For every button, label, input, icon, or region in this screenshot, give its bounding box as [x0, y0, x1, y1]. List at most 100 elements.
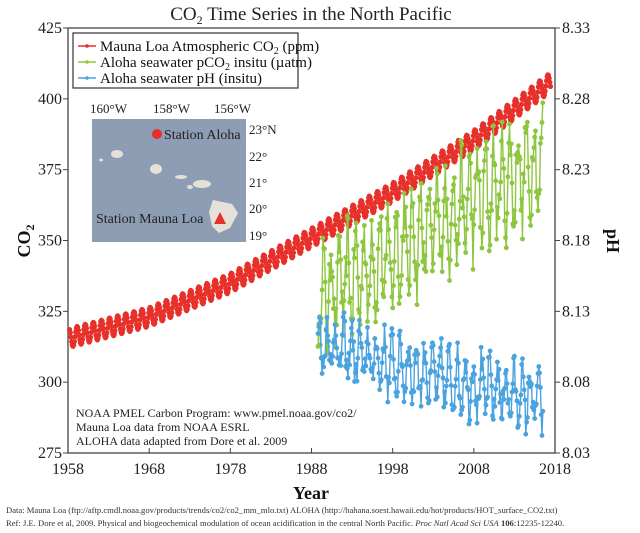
data-point [116, 317, 122, 323]
data-point [472, 207, 477, 213]
data-point [274, 259, 280, 265]
map-lat-label: 23°N [249, 122, 277, 137]
data-point [336, 219, 342, 225]
data-point [428, 169, 435, 175]
chart-title: CO2 Time Series in the North Pacific [170, 4, 452, 27]
data-point [495, 215, 501, 221]
footer-reference: Ref: J.E. Dore et al, 2009. Physical and… [6, 518, 565, 528]
data-point [250, 272, 256, 278]
legend-box [72, 32, 299, 89]
data-point [447, 364, 453, 370]
data-point [535, 208, 541, 214]
data-point [385, 201, 391, 207]
data-point [519, 196, 525, 202]
data-point [342, 318, 348, 324]
data-point [369, 369, 374, 374]
data-point [493, 178, 499, 184]
data-point [209, 292, 215, 299]
data-point [492, 404, 498, 409]
data-point [389, 326, 395, 331]
data-point [408, 186, 414, 192]
data-layer [67, 72, 554, 438]
data-point [182, 299, 188, 305]
data-point [282, 254, 288, 260]
data-point [419, 225, 425, 231]
data-point [112, 328, 118, 334]
data-point [133, 317, 139, 323]
data-point [190, 295, 196, 301]
data-point [457, 395, 463, 401]
data-point [452, 383, 458, 389]
data-point [497, 112, 504, 118]
data-point [392, 375, 398, 381]
data-point [442, 186, 447, 191]
data-point [486, 248, 492, 254]
data-point [483, 139, 489, 145]
data-point [443, 400, 448, 406]
data-point [387, 353, 393, 359]
data-point [489, 383, 495, 389]
data-point [518, 101, 525, 107]
data-point [456, 360, 461, 366]
data-point [405, 180, 411, 186]
data-point [467, 151, 473, 157]
data-point [391, 259, 397, 264]
data-point [515, 150, 521, 155]
data-point [379, 360, 385, 366]
data-point [384, 216, 390, 221]
series-2 [315, 310, 546, 438]
data-point [473, 402, 479, 408]
data-point [330, 354, 335, 359]
data-point [117, 321, 123, 327]
data-point [438, 345, 443, 351]
data-point [374, 307, 380, 313]
y-right-tick-label: 8.18 [562, 233, 590, 250]
data-point [461, 148, 467, 154]
data-point [341, 310, 347, 316]
data-point [453, 237, 459, 243]
data-point [502, 385, 508, 391]
data-point [487, 348, 493, 354]
data-point [144, 319, 150, 325]
data-point [259, 263, 265, 269]
x-axis-label: Year [293, 483, 329, 503]
data-point [84, 330, 90, 336]
data-point [149, 312, 155, 318]
data-point [463, 250, 469, 255]
data-point [307, 236, 313, 242]
data-point [361, 369, 367, 374]
data-point [442, 389, 447, 395]
data-point [383, 256, 388, 262]
data-point [400, 234, 405, 240]
data-point [418, 403, 424, 409]
data-point [263, 260, 269, 266]
data-point [527, 95, 533, 101]
data-point [377, 387, 383, 393]
data-point [197, 288, 203, 294]
data-point [508, 410, 514, 416]
data-point [421, 240, 426, 245]
data-point [480, 230, 486, 236]
data-point [72, 334, 78, 340]
data-point [328, 224, 334, 230]
data-point [189, 291, 195, 297]
data-point [357, 310, 362, 316]
data-point [206, 289, 212, 295]
data-point [412, 259, 417, 265]
data-point [477, 137, 483, 143]
data-point [441, 151, 447, 157]
data-point [370, 256, 376, 262]
data-point [417, 198, 423, 204]
data-point [339, 222, 345, 229]
data-point [387, 239, 392, 245]
data-point [517, 156, 523, 162]
data-point [489, 118, 495, 124]
data-point [372, 336, 378, 341]
data-point [92, 328, 98, 334]
map-island-molokai [175, 175, 187, 179]
data-point [531, 407, 537, 413]
data-point [429, 235, 434, 241]
data-point [335, 259, 340, 265]
data-point [435, 373, 441, 379]
data-point [440, 234, 446, 240]
